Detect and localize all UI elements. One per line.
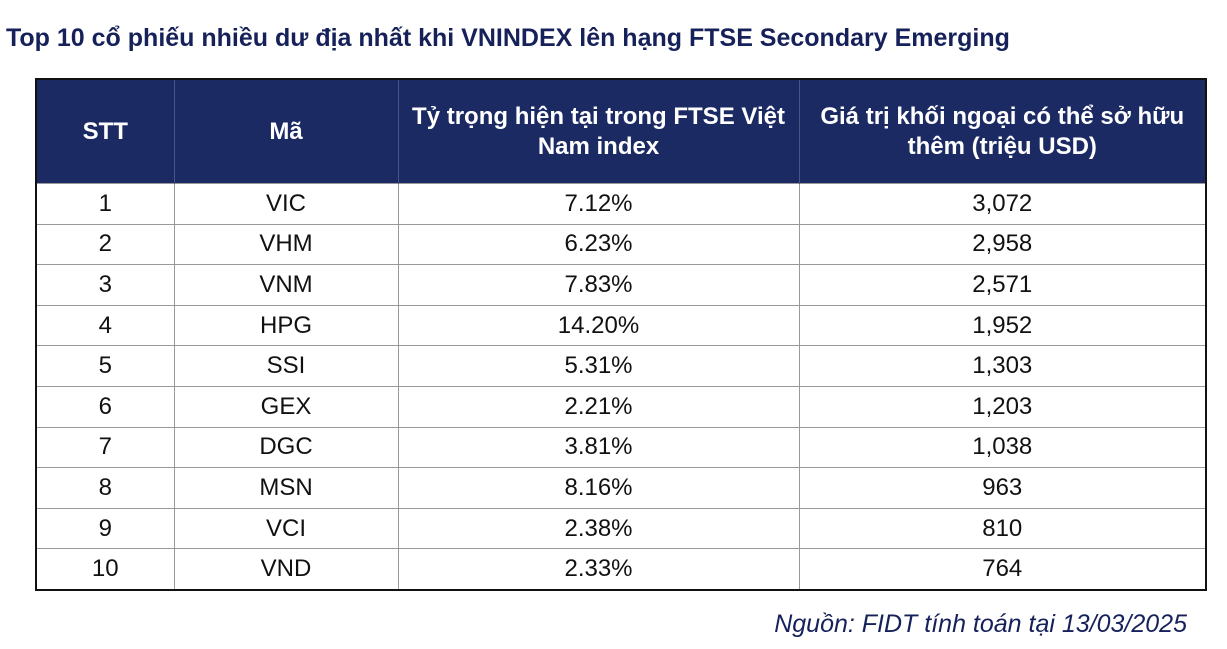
table-cell: 5.31% (397, 345, 800, 387)
table-cell: 3 (36, 264, 175, 306)
table-cell: 5 (36, 345, 175, 387)
table-cell: HPG (173, 304, 399, 347)
source-note: Nguồn: FIDT tính toán tại 13/03/2025 (774, 610, 1187, 638)
table-cell: 3,072 (798, 183, 1207, 225)
title: Top 10 cổ phiếu nhiều dư địa nhất khi VN… (6, 24, 1010, 52)
table-cell: 963 (798, 467, 1207, 509)
column-header: Giá trị khối ngoại có thể sở hữu thêm (t… (798, 79, 1206, 184)
table-cell: 9 (36, 507, 175, 550)
stock-table: STT Mã Tỷ trọng hiện tại trong FTSE Việt N… (35, 78, 1207, 591)
column-header: Tỷ trọng hiện tại trong FTSE Việt Nam in… (397, 79, 799, 184)
table-row: 8 MSN 8.16% 963 (36, 467, 1207, 509)
table-cell: VND (173, 548, 399, 591)
table-cell: 2.38% (397, 507, 800, 550)
table-row: 10 VND 2.33% 764 (36, 548, 1207, 591)
table-row: 1 VIC 7.12% 3,072 (36, 183, 1207, 225)
table-row: 9 VCI 2.38% 810 (36, 507, 1207, 550)
table-cell: 8 (36, 467, 175, 509)
table-row: 2 VHM 6.23% 2,958 (36, 223, 1207, 266)
table-cell: 764 (798, 548, 1207, 591)
table-cell: 6.23% (397, 223, 800, 266)
table-body: 1 VIC 7.12% 3,072 2 VHM 6.23% 2,958 3 VNM 7.83% 2,5… (36, 183, 1207, 591)
table-cell: 1,203 (798, 385, 1207, 428)
table-row: 5 SSI 5.31% 1,303 (36, 345, 1207, 387)
table-row: 7 DGC 3.81% 1,038 (36, 426, 1207, 469)
table-cell: GEX (173, 385, 399, 428)
table-cell: 8.16% (397, 467, 800, 509)
table-cell: 2,571 (798, 264, 1207, 306)
table-cell: 6 (36, 385, 175, 428)
table-row: 4 HPG 14.20% 1,952 (36, 304, 1207, 347)
table-cell: 3.81% (397, 426, 800, 469)
table-cell: 14.20% (397, 304, 800, 347)
table-cell: 2,958 (798, 223, 1207, 266)
table-cell: 7.83% (397, 264, 800, 306)
table-cell: 1,038 (798, 426, 1207, 469)
table-cell: VIC (173, 183, 399, 225)
table-cell: VNM (173, 264, 399, 306)
table-cell: MSN (173, 467, 399, 509)
table-cell: 7 (36, 426, 175, 469)
table-cell: DGC (173, 426, 399, 469)
table-cell: 2.21% (397, 385, 800, 428)
column-header: STT (36, 79, 174, 184)
table-row: 3 VNM 7.83% 2,571 (36, 264, 1207, 306)
table-cell: 1,952 (798, 304, 1207, 347)
table-cell: VCI (173, 507, 399, 550)
table-cell: 2.33% (397, 548, 800, 591)
table-cell: 4 (36, 304, 175, 347)
table-cell: 1 (36, 183, 175, 225)
header-row: STT Mã Tỷ trọng hiện tại trong FTSE Việt N… (36, 79, 1206, 184)
table-cell: 10 (36, 548, 175, 591)
table-cell: 810 (798, 507, 1207, 550)
table-row: 6 GEX 2.21% 1,203 (36, 385, 1207, 428)
table-cell: 7.12% (397, 183, 800, 225)
table-cell: SSI (173, 345, 399, 387)
table-cell: VHM (173, 223, 399, 266)
table-cell: 1,303 (798, 345, 1207, 387)
column-header: Mã (173, 79, 398, 184)
table-cell: 2 (36, 223, 175, 266)
